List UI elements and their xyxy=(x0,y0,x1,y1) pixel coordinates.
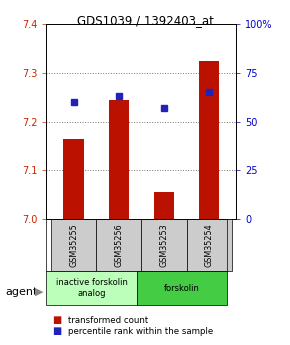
Bar xyxy=(46,271,137,305)
Text: GSM35255: GSM35255 xyxy=(69,223,78,267)
Bar xyxy=(96,219,142,271)
Text: ■: ■ xyxy=(52,326,61,336)
Text: transformed count: transformed count xyxy=(68,316,148,325)
Text: GSM35256: GSM35256 xyxy=(114,223,123,267)
Bar xyxy=(63,139,84,219)
Bar xyxy=(199,61,220,219)
Bar xyxy=(142,219,186,271)
Text: ■: ■ xyxy=(52,315,61,325)
Text: GDS1039 / 1392403_at: GDS1039 / 1392403_at xyxy=(77,14,213,27)
Text: forskolin: forskolin xyxy=(164,284,200,293)
Bar xyxy=(186,219,232,271)
Text: agent: agent xyxy=(6,287,38,296)
Text: GSM35253: GSM35253 xyxy=(160,223,168,267)
Bar xyxy=(154,192,174,219)
Text: inactive forskolin
analog: inactive forskolin analog xyxy=(56,278,128,298)
Bar xyxy=(51,219,96,271)
Bar xyxy=(137,271,227,305)
Text: ▶: ▶ xyxy=(35,287,44,296)
Text: GSM35254: GSM35254 xyxy=(205,223,214,267)
Text: percentile rank within the sample: percentile rank within the sample xyxy=(68,327,213,336)
Bar xyxy=(108,100,129,219)
